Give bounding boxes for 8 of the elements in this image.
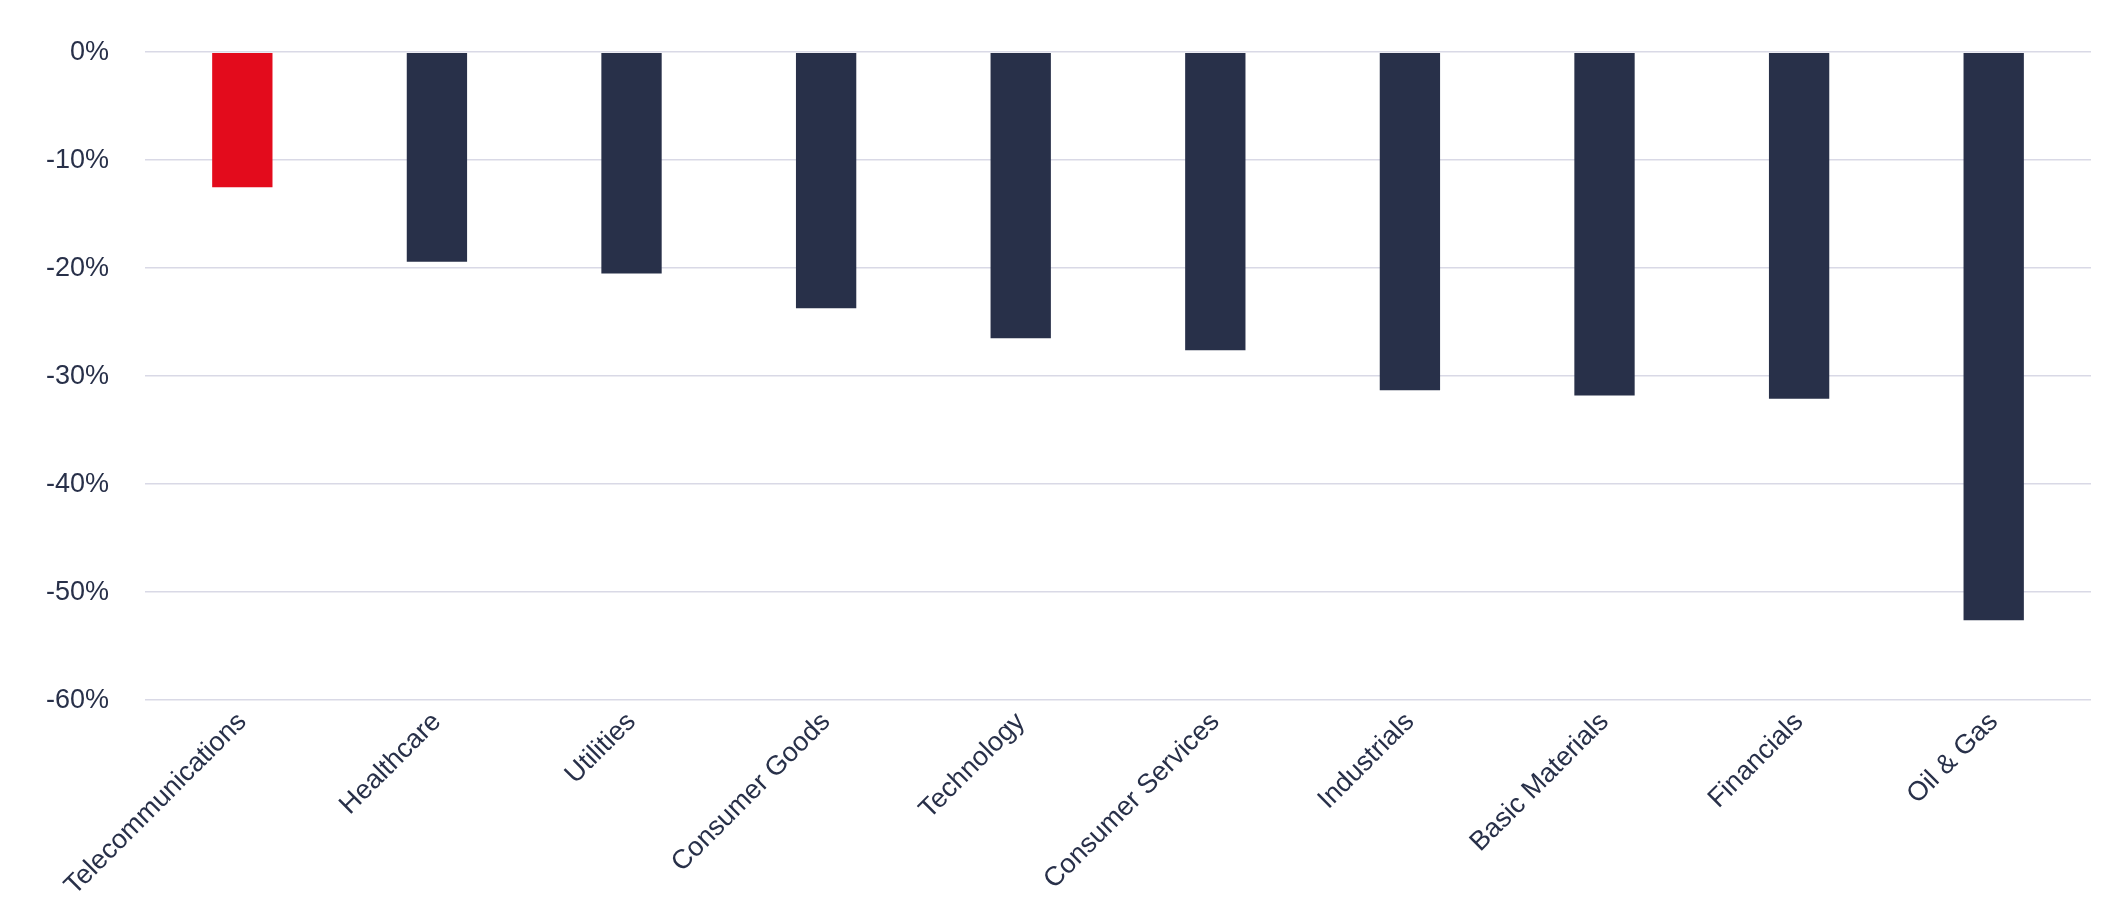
- y-tick-label: -10%: [46, 143, 110, 174]
- y-tick-label: -20%: [46, 251, 110, 282]
- y-tick-label: -40%: [46, 467, 110, 498]
- y-tick-label: 0%: [70, 35, 110, 66]
- y-tick-label: -30%: [46, 359, 110, 390]
- x-tick-label: Oil & Gas: [1900, 705, 2004, 809]
- y-tick-label: -60%: [46, 683, 110, 714]
- y-tick-label: -50%: [46, 575, 110, 606]
